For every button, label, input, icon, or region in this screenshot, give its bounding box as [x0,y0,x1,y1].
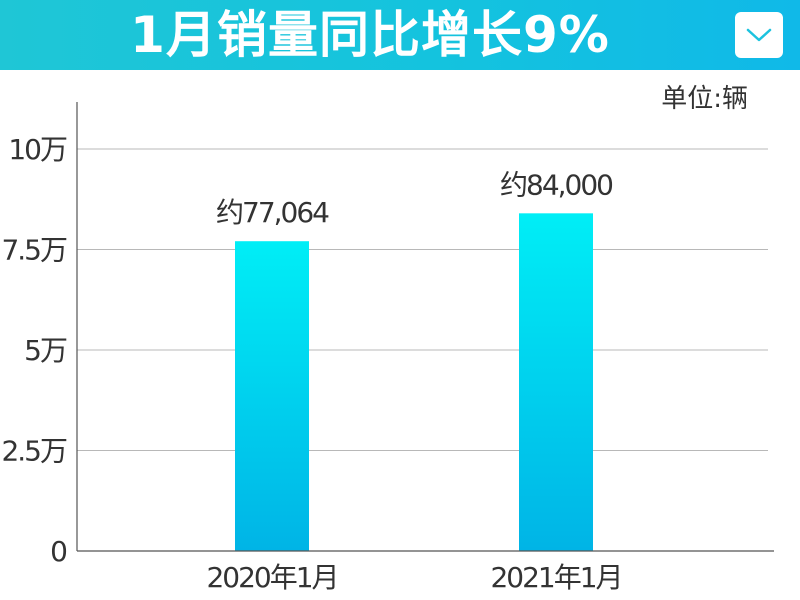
chevron-down-icon [746,28,772,42]
value-labels: 约77,064 约84,000 [216,168,614,229]
grid-lines [77,148,768,451]
y-tick-label: 5万 [24,334,67,367]
bar [519,213,593,551]
page-title: 1月销量同比增长9% [130,6,610,64]
unit-label: 单位:辆 [661,84,748,114]
bar-chart: 单位:辆 0 2.5万 5万 7.5万 10万 约77,064 约84,000 2020年… [1,84,774,594]
x-category-label: 2020年1月 [206,561,337,594]
bars [235,213,593,552]
y-tick-label: 0 [50,535,66,568]
x-axis-categories: 2020年1月 2021年1月 [206,561,623,594]
header-banner: 1月销量同比增长9% [0,0,800,70]
y-axis-ticks: 0 2.5万 5万 7.5万 10万 [1,133,69,568]
bar-value-label: 约84,000 [500,168,612,201]
dropdown-button[interactable] [735,12,783,58]
y-tick-label: 10万 [8,133,67,166]
bar-value-label: 约77,064 [216,196,329,229]
y-tick-label: 7.5万 [1,234,67,267]
bar [235,241,309,552]
y-tick-label: 2.5万 [1,435,67,468]
x-category-label: 2021年1月 [490,561,621,594]
